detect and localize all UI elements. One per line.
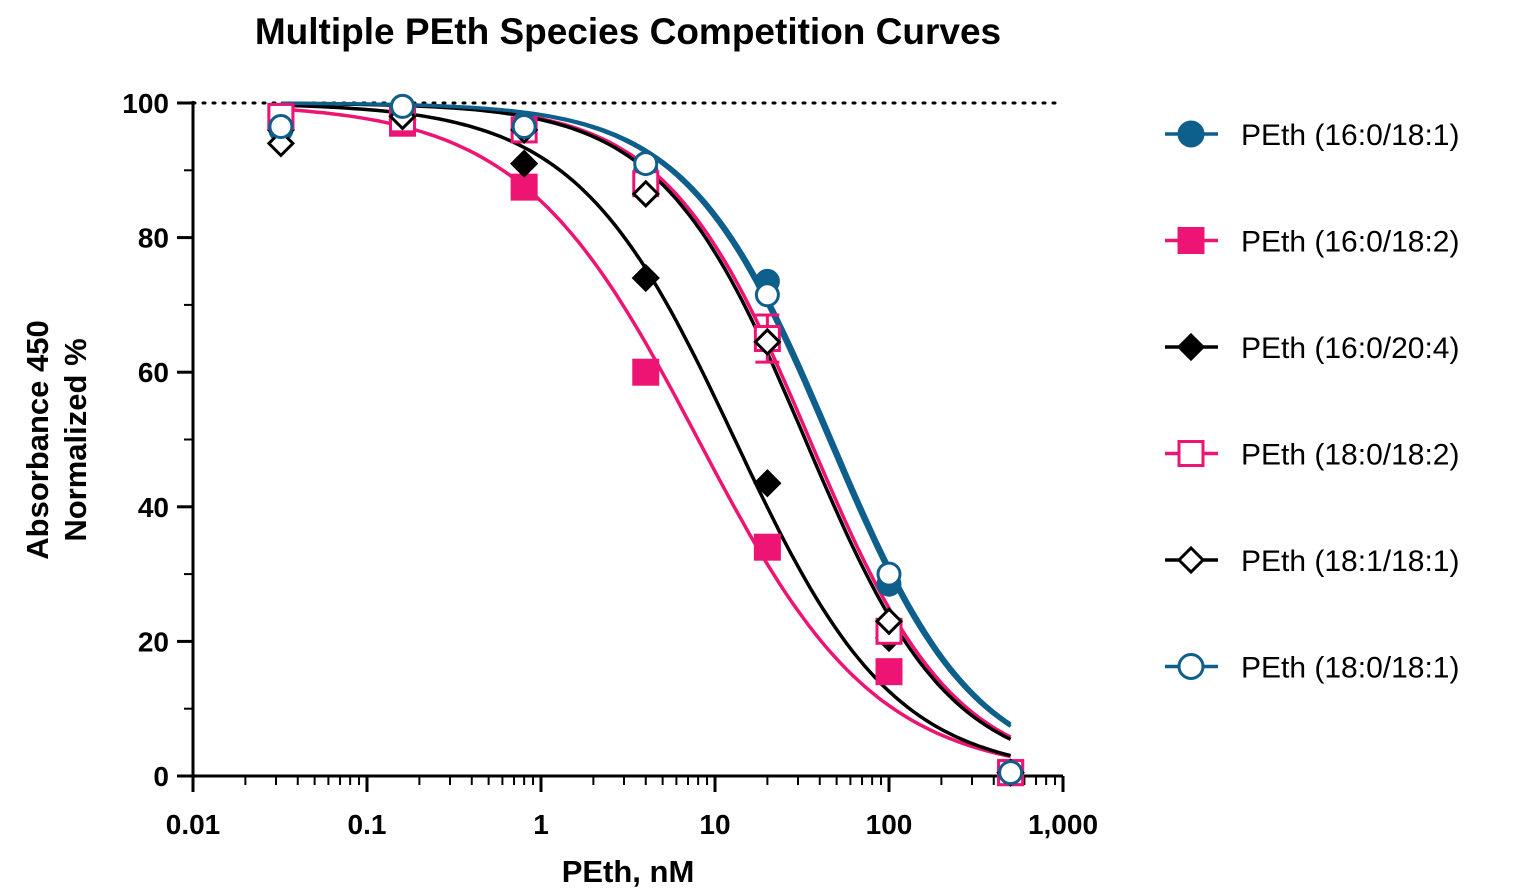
x-tick-label: 0.01 [166, 809, 221, 840]
x-axis-label: PEth, nM [562, 854, 695, 889]
y-tick-label: 60 [138, 357, 169, 388]
data-point [633, 151, 659, 177]
data-point [753, 327, 782, 357]
data-point [390, 93, 416, 119]
x-tick-label: 1 [533, 809, 549, 840]
y-tick-label: 80 [138, 223, 169, 254]
y-tick-label: 40 [138, 492, 169, 523]
legend-marker [1176, 545, 1206, 575]
data-point [632, 358, 660, 386]
y-axis-label: Absorbance 450 Normalized % [20, 320, 93, 560]
data-point [998, 760, 1024, 786]
x-tick-label: 1,000 [1028, 809, 1098, 840]
data-point [631, 179, 660, 208]
axes: 0 20 40 60 80 100 0.01 0.1 1 10 100 1,000 [122, 88, 1098, 840]
y-tick-label: 0 [153, 761, 169, 792]
data-point [876, 561, 902, 587]
y-tick-label: 20 [138, 626, 169, 657]
data-point [511, 114, 537, 140]
data-point [510, 149, 539, 178]
legend: PEth (16:0/18:1) PEth (16:0/18:2) PEth (16… [1165, 119, 1459, 685]
data-markers [266, 93, 1025, 787]
legend-entry-label: PEth (16:0/18:1) [1241, 119, 1459, 152]
data-point [754, 282, 780, 308]
data-point [753, 533, 781, 561]
legend-entry-label: PEth (18:0/18:1) [1241, 652, 1459, 685]
legend-marker [1177, 440, 1205, 467]
data-point [874, 607, 904, 636]
legend-marker [1176, 332, 1206, 362]
legend-entry-label: PEth (18:0/18:2) [1241, 439, 1459, 472]
legend-entry-label: PEth (16:0/18:2) [1241, 226, 1459, 259]
data-point [268, 114, 294, 140]
chart-title: Multiple PEth Species Competition Curves [255, 11, 1001, 52]
legend-entry-label: PEth (16:0/20:4) [1241, 332, 1459, 365]
data-point [753, 469, 782, 498]
legend-entry-label: PEth (18:1/18:1) [1241, 545, 1459, 578]
x-tick-label: 10 [699, 809, 730, 840]
data-point [510, 173, 538, 201]
data-point [875, 658, 903, 686]
data-point [631, 263, 660, 293]
legend-marker [1177, 653, 1205, 680]
x-tick-label: 0.1 [348, 809, 387, 840]
legend-marker [1177, 227, 1205, 254]
y-tick-label: 100 [122, 88, 169, 119]
y-axis-label-line1: Absorbance 450 [20, 320, 55, 560]
legend-marker [1177, 120, 1205, 148]
x-tick-label: 100 [866, 809, 913, 840]
y-axis-label-line2: Normalized % [58, 338, 93, 541]
